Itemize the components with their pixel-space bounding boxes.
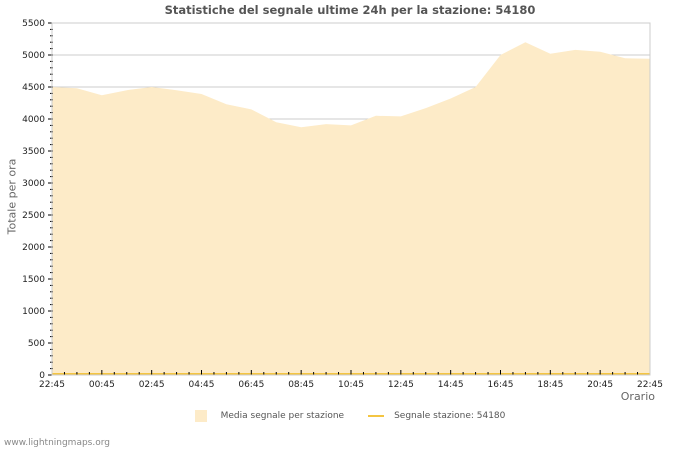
svg-text:16:45: 16:45 bbox=[488, 380, 514, 390]
legend: Media segnale per stazione Segnale stazi… bbox=[0, 410, 700, 422]
x-axis-labels: 22:45 00:45 02:45 04:45 06:45 08:45 10:45 12:45… bbox=[39, 380, 663, 390]
svg-text:5000: 5000 bbox=[22, 51, 45, 61]
svg-text:1000: 1000 bbox=[22, 307, 45, 317]
svg-text:22:45: 22:45 bbox=[39, 380, 65, 390]
area-swatch-icon bbox=[194, 410, 207, 422]
footer-site-link[interactable]: www.lightningmaps.org bbox=[4, 438, 110, 448]
svg-text:1500: 1500 bbox=[22, 275, 45, 285]
svg-text:3000: 3000 bbox=[22, 179, 45, 189]
svg-text:18:45: 18:45 bbox=[537, 380, 563, 390]
plot-frame bbox=[51, 22, 651, 376]
y-axis-labels: 0 500 1000 1500 2000 2500 3000 3500 4000 4500 5000… bbox=[22, 19, 45, 381]
svg-text:02:45: 02:45 bbox=[139, 380, 165, 390]
svg-text:04:45: 04:45 bbox=[189, 380, 215, 390]
svg-text:5500: 5500 bbox=[22, 19, 45, 29]
legend-item-station[interactable]: Segnale stazione: 54180 bbox=[368, 411, 505, 421]
svg-text:3500: 3500 bbox=[22, 147, 45, 157]
line-swatch-icon bbox=[368, 415, 385, 417]
y-axis-title: Totale per ora bbox=[5, 158, 19, 235]
legend-label-average: Media segnale per stazione bbox=[220, 411, 345, 421]
svg-text:4000: 4000 bbox=[22, 115, 45, 125]
svg-text:06:45: 06:45 bbox=[238, 380, 264, 390]
average-signal-area bbox=[52, 42, 650, 375]
legend-label-station: Segnale stazione: 54180 bbox=[394, 411, 506, 421]
x-axis-title: Orario bbox=[620, 390, 655, 403]
svg-text:00:45: 00:45 bbox=[89, 380, 115, 390]
svg-text:500: 500 bbox=[28, 339, 45, 349]
svg-text:22:45: 22:45 bbox=[637, 380, 663, 390]
svg-text:2500: 2500 bbox=[22, 211, 45, 221]
svg-text:20:45: 20:45 bbox=[587, 380, 613, 390]
svg-text:08:45: 08:45 bbox=[288, 380, 314, 390]
chart-title: Statistiche del segnale ultime 24h per l… bbox=[164, 3, 536, 17]
svg-text:0: 0 bbox=[39, 371, 45, 381]
svg-text:10:45: 10:45 bbox=[338, 380, 364, 390]
svg-text:14:45: 14:45 bbox=[438, 380, 464, 390]
svg-text:2000: 2000 bbox=[22, 243, 45, 253]
svg-text:4500: 4500 bbox=[22, 83, 45, 93]
svg-text:12:45: 12:45 bbox=[388, 380, 414, 390]
legend-item-average[interactable]: Media segnale per stazione bbox=[194, 410, 345, 422]
